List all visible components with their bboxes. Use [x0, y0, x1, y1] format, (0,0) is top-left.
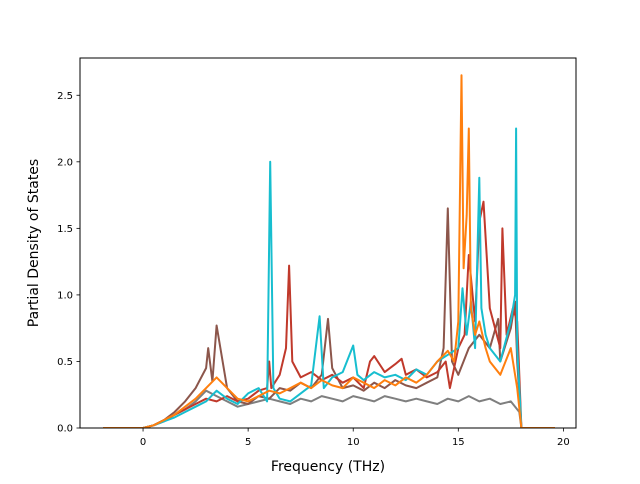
x-tick-label: 15	[452, 437, 465, 448]
y-tick-label: 1.0	[57, 290, 73, 301]
series-line-4	[103, 127, 555, 428]
series-layer	[103, 74, 555, 428]
y-tick-label: 0.5	[57, 357, 73, 368]
ticks-layer: 0 5 10 15 20 0.0 0.5 1.0 1.5 2.0 2.5	[57, 91, 570, 448]
y-tick-label: 0.0	[57, 424, 73, 435]
x-axis-label: Frequency (THz)	[271, 459, 385, 475]
x-tick-label: 5	[245, 437, 251, 448]
y-tick-label: 2.0	[57, 157, 73, 168]
series-line-3	[103, 200, 555, 428]
x-tick-label: 20	[557, 437, 570, 448]
plot-frame	[79, 57, 577, 429]
series-line-1	[103, 389, 555, 428]
x-tick-label: 0	[140, 437, 146, 448]
y-tick-label: 2.5	[57, 91, 73, 102]
y-tick-label: 1.5	[57, 224, 73, 235]
series-line-5	[103, 74, 555, 428]
y-axis-label: Partial Density of States	[26, 159, 42, 327]
x-tick-label: 10	[347, 437, 360, 448]
